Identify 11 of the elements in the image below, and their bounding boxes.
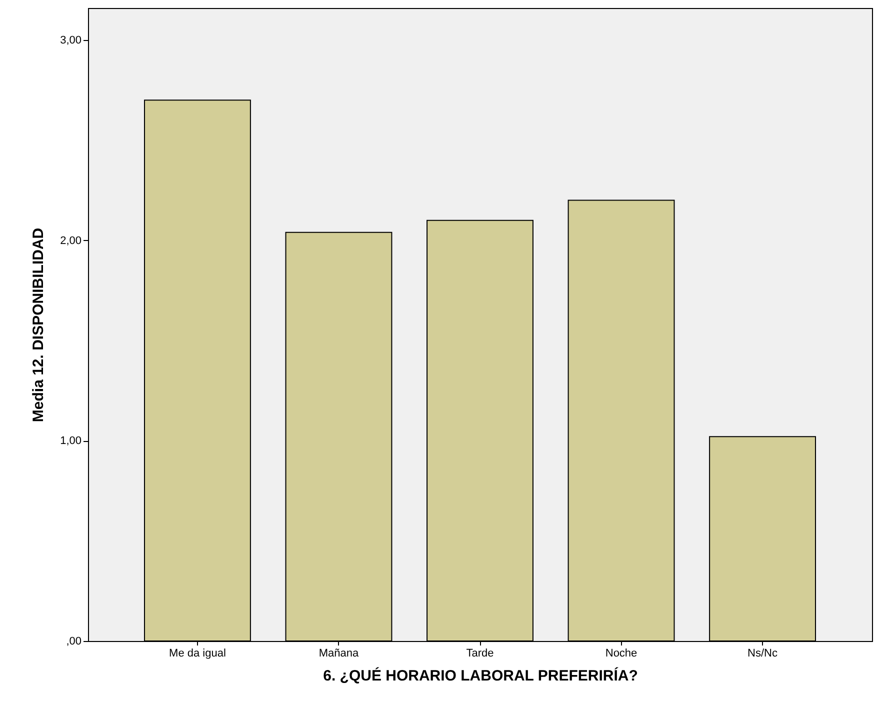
- y-tick-label: 2,00: [60, 234, 82, 247]
- x-tick-label: Ns/Nc: [748, 648, 778, 660]
- y-tick-label: 1,00: [60, 435, 82, 448]
- x-tick-label: Tarde: [466, 648, 494, 660]
- y-tick-label: 3,00: [60, 34, 82, 47]
- x-tick-label: Me da igual: [169, 648, 226, 660]
- x-tick-label: Noche: [605, 648, 638, 660]
- y-axis-title: Media 12. DISPONIBILIDAD: [30, 228, 48, 422]
- y-tick-label: ,00: [66, 636, 82, 648]
- x-axis-title: 6. ¿QUÉ HORARIO LABORAL PREFERIRÍA?: [323, 666, 638, 684]
- x-tick-label: Mañana: [318, 648, 360, 660]
